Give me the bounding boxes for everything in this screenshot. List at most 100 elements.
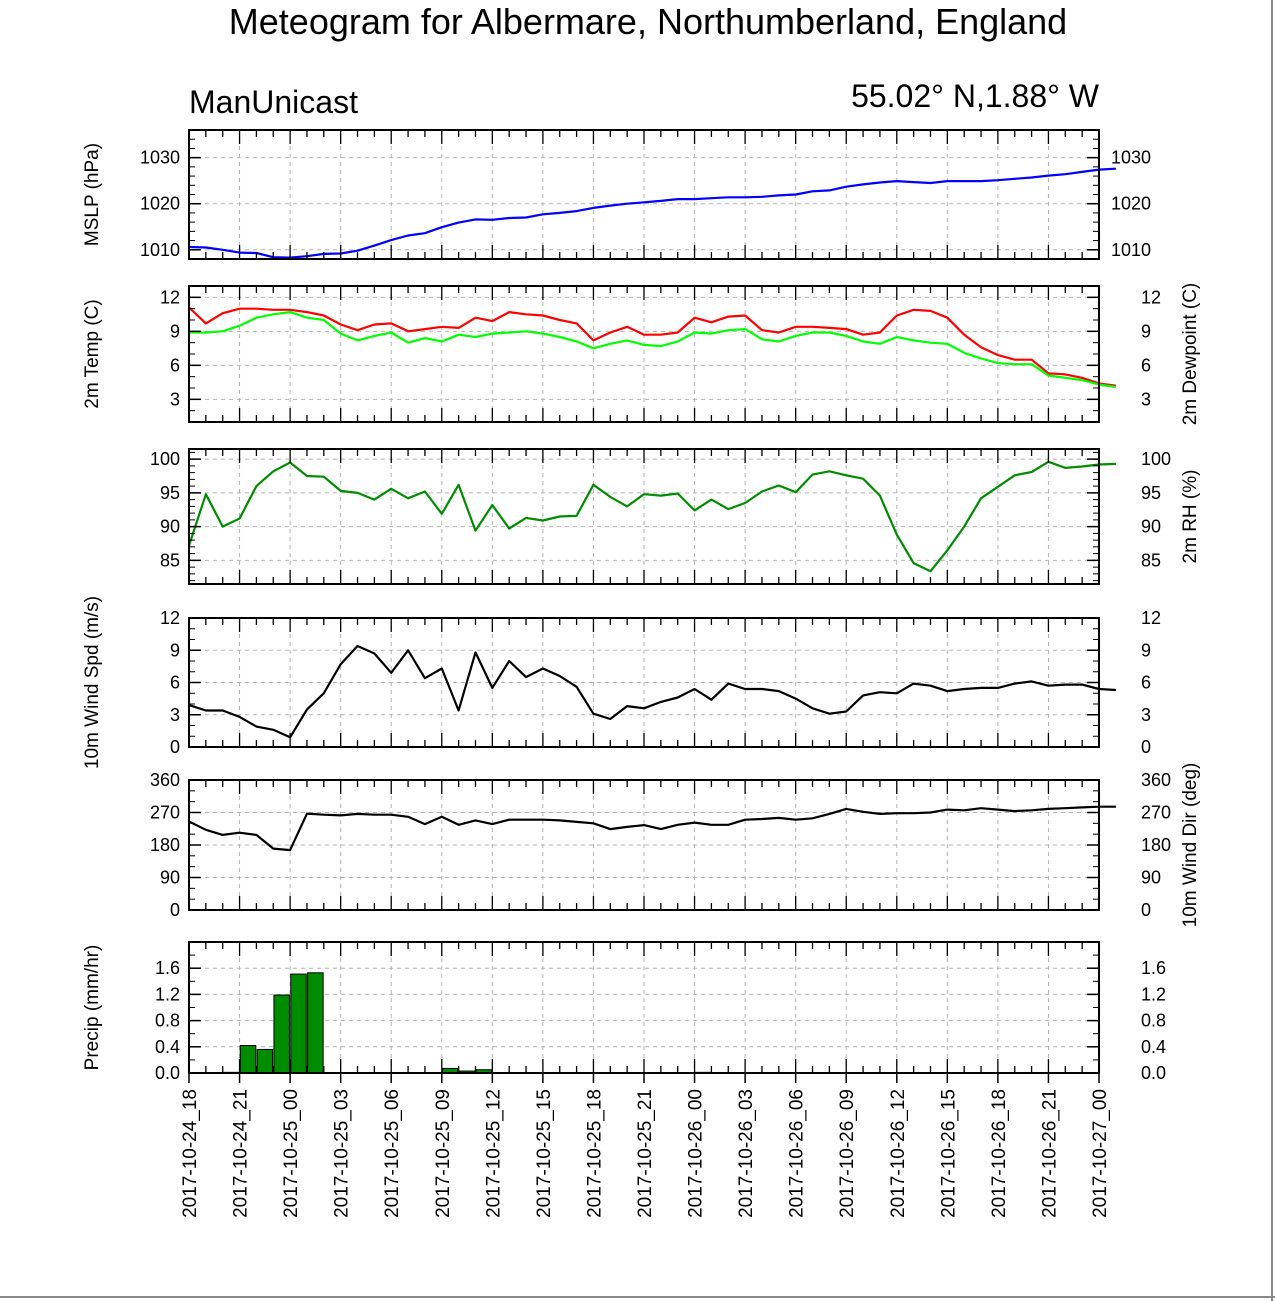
precip-bar [290,973,307,1074]
x-tick-label: 2017-10-24_18 [180,1089,201,1218]
y-tick-label: 180 [150,835,180,855]
y-tick-label-right: 180 [1141,835,1171,855]
y-tick-label-right: 90 [1141,868,1161,888]
y-tick-label: 90 [160,517,180,537]
y-tick-label: 270 [150,803,180,823]
y-axis-label-right: 2m RH (%) [1180,470,1201,564]
panel-wdir: 0 0 90 90 180 180 270 270 360 360 10m Wind Dir (de… [150,763,1201,928]
y-tick-label: 6 [170,355,180,375]
x-axis-labels: 2017-10-24_18 2017-10-24_21 2017-10-25_00 2… [180,1073,1111,1218]
panel-rh: 85 85 90 90 95 95 100 100 2m RH (%) [150,448,1201,585]
x-tick-label: 2017-10-25_18 [584,1089,605,1218]
y-tick-label-right: 1.2 [1141,984,1166,1004]
y-tick-label: 0.0 [155,1063,180,1083]
x-tick-label: 2017-10-26_18 [989,1089,1010,1218]
wspd-series-line-0 [188,644,1116,739]
x-tick-label: 2017-10-25_06 [382,1089,403,1218]
y-tick-label: 0.4 [155,1037,180,1057]
y-tick-label: 12 [160,608,180,628]
y-tick-label-right: 90 [1141,517,1161,537]
y-tick-label: 1.2 [155,984,180,1004]
y-tick-label: 6 [170,673,180,693]
y-tick-label-right: 270 [1141,803,1171,823]
precip-bar [239,1044,257,1074]
y-axis-label-left: 2m Temp (C) [82,299,103,408]
precip-bar [273,994,290,1074]
y-axis-label-right: 10m Wind Dir (deg) [1180,763,1201,928]
y-tick-label-right: 6 [1141,673,1151,693]
y-tick-label-right: 3 [1141,389,1151,409]
y-tick-label-right: 0 [1141,737,1151,757]
x-tick-label: 2017-10-26_15 [938,1089,959,1218]
y-tick-label: 0 [170,737,180,757]
x-tick-label: 2017-10-26_21 [1039,1089,1060,1218]
temp-series-line-0 [188,306,1117,387]
y-tick-label: 9 [170,640,180,660]
y-tick-label: 1030 [140,148,180,168]
y-tick-label: 9 [170,321,180,341]
y-axis-label-right: 2m Dewpoint (C) [1180,283,1201,426]
y-tick-label: 1.6 [155,958,180,978]
y-tick-label-right: 3 [1141,705,1151,725]
y-tick-label: 3 [170,705,180,725]
x-tick-label: 2017-10-25_15 [534,1089,555,1218]
panels-group: 1010 1010 1020 1020 1030 1030 MSLP (hPa) 3 3 6 6 9 9… [82,129,1201,1218]
y-tick-label: 0 [170,900,180,920]
y-tick-label-right: 360 [1141,770,1171,790]
panel-wspd: 0 0 3 3 6 6 9 9 12 12 10m Wind Spd (m/s) [82,596,1161,769]
coordinates-label: 55.02° N,1.88° W [851,78,1100,114]
y-tick-label: 90 [160,868,180,888]
y-tick-label: 85 [160,550,180,570]
x-tick-label: 2017-10-25_21 [635,1089,656,1218]
x-tick-label: 2017-10-27_00 [1090,1089,1111,1218]
panel-precip: 0.0 0.0 0.4 0.4 0.8 0.8 1.2 1.2 1.6 1.6 Precip (mm… [82,941,1166,1083]
panel-temp: 3 3 6 6 9 9 12 12 2m Temp (C) 2m Dewpoint (C) [82,283,1201,426]
y-tick-label: 100 [150,449,180,469]
x-tick-label: 2017-10-26_06 [787,1089,808,1218]
y-tick-label-right: 6 [1141,355,1151,375]
y-tick-label: 95 [160,483,180,503]
y-tick-label: 3 [170,389,180,409]
x-tick-label: 2017-10-26_03 [736,1089,757,1218]
y-tick-label-right: 1020 [1111,194,1151,214]
x-tick-label: 2017-10-26_12 [888,1089,909,1218]
wdir-series-line-0 [188,805,1116,852]
mslp-series-line-0 [188,167,1116,259]
x-tick-label: 2017-10-25_00 [281,1089,302,1218]
y-tick-label-right: 1010 [1111,240,1151,260]
temp-series-line-1 [189,311,1117,388]
y-tick-label-right: 0.0 [1141,1063,1166,1083]
y-tick-label-right: 100 [1141,449,1171,469]
model-label: ManUnicast [189,84,358,120]
y-tick-label-right: 1.6 [1141,958,1166,978]
y-tick-label: 1010 [140,240,180,260]
y-tick-label-right: 1030 [1111,148,1151,168]
y-tick-label: 1020 [140,194,180,214]
y-tick-label-right: 85 [1141,550,1161,570]
y-tick-label-right: 95 [1141,483,1161,503]
precip-bar [307,972,324,1074]
y-tick-label-right: 12 [1141,287,1161,307]
chart-title: Meteogram for Albermare, Northumberland,… [229,1,1067,42]
panel-mslp: 1010 1010 1020 1020 1030 1030 MSLP (hPa) [82,129,1151,260]
y-axis-label-left: MSLP (hPa) [82,143,103,246]
x-tick-label: 2017-10-26_09 [837,1089,858,1218]
y-tick-label-right: 9 [1141,321,1151,341]
x-tick-label: 2017-10-25_09 [433,1089,454,1218]
y-tick-label: 12 [160,287,180,307]
y-tick-label-right: 9 [1141,640,1151,660]
x-tick-label: 2017-10-25_12 [483,1089,504,1218]
y-tick-label-right: 12 [1141,608,1161,628]
y-axis-label-left: Precip (mm/hr) [82,945,103,1071]
y-tick-label: 0.8 [155,1011,180,1031]
y-tick-label-right: 0 [1141,900,1151,920]
y-axis-label-left: 10m Wind Spd (m/s) [82,596,103,769]
y-tick-label-right: 0.4 [1141,1037,1166,1057]
y-tick-label: 360 [150,770,180,790]
x-tick-label: 2017-10-26_00 [686,1089,707,1218]
rh-series-line-0 [187,460,1116,573]
y-tick-label-right: 0.8 [1141,1011,1166,1031]
x-tick-label: 2017-10-25_03 [332,1089,353,1218]
precip-bar [256,1048,274,1074]
